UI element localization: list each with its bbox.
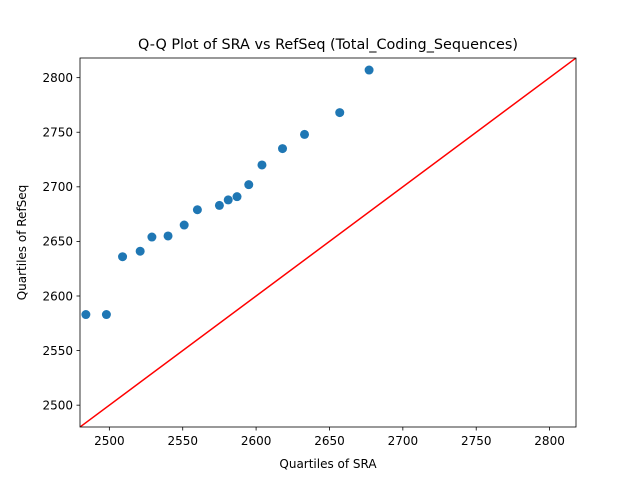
x-tick-label: 2750: [461, 434, 492, 448]
data-point: [364, 65, 374, 75]
x-tick-label: 2800: [534, 434, 565, 448]
y-axis: 2500 2550 2600 2650 2700 2750 2800: [42, 71, 80, 412]
data-point: [232, 192, 242, 202]
data-point: [118, 252, 128, 262]
y-tick-label: 2700: [42, 180, 73, 194]
data-point: [244, 180, 254, 190]
y-tick-label: 2650: [42, 235, 73, 249]
x-axis: 2500 2550 2600 2650 2700 2750 2800: [94, 427, 565, 448]
x-tick-label: 2600: [241, 434, 272, 448]
y-tick-label: 2550: [42, 344, 73, 358]
y-tick-label: 2600: [42, 289, 73, 303]
data-point: [163, 231, 173, 241]
reference-line: [80, 58, 576, 427]
data-point: [300, 129, 310, 139]
data-point: [223, 195, 233, 205]
data-point: [179, 220, 189, 230]
data-point: [135, 246, 145, 256]
data-point: [214, 200, 224, 210]
axes-frame: [79, 57, 577, 428]
data-point: [101, 310, 111, 320]
data-point: [257, 160, 267, 170]
chart-title: Q-Q Plot of SRA vs RefSeq (Total_Coding_…: [138, 37, 518, 53]
data-point: [278, 144, 288, 154]
x-tick-label: 2500: [94, 434, 125, 448]
x-tick-label: 2550: [167, 434, 198, 448]
y-tick-label: 2500: [42, 398, 73, 412]
data-point: [147, 232, 157, 242]
y-tick-label: 2800: [42, 71, 73, 85]
x-tick-label: 2650: [314, 434, 345, 448]
y-axis-label: Quartiles of RefSeq: [15, 185, 29, 301]
y-tick-label: 2750: [42, 126, 73, 140]
x-tick-label: 2700: [388, 434, 419, 448]
data-point: [192, 205, 202, 215]
data-point: [81, 310, 91, 320]
data-point: [335, 108, 345, 118]
plot-area: [80, 58, 576, 427]
x-axis-label: Quartiles of SRA: [279, 457, 377, 471]
